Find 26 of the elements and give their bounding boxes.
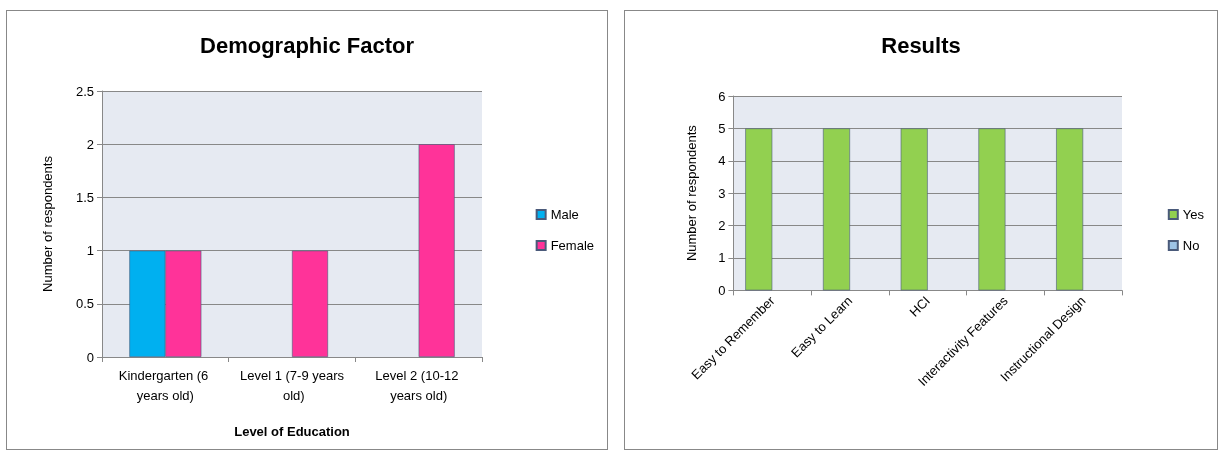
legend-label: Male [550,207,579,222]
y-tick-label: 0.5 [75,296,94,312]
legend-label: No [1182,238,1200,253]
x-tick-label: HCI [906,293,934,320]
y-tick-label: 1.5 [75,189,94,205]
y-tick-label: 6 [718,88,726,104]
y-axis-title: Number of respondents [40,155,55,292]
y-tick-label: 1 [86,243,94,259]
x-tick-label: Level 2 (10-12 years old) [375,367,463,403]
y-tick-label: 4 [718,153,726,169]
chart-title: Results [881,32,961,58]
y-tick-label: 0 [86,349,94,365]
y-tick-label: 2 [86,136,94,152]
y-tick-label: 3 [718,185,726,201]
y-tick-label: 1 [718,250,726,266]
y-tick-label: 5 [718,120,726,136]
x-tick-label: Kindergarten (6 years old) [118,367,212,403]
x-axis-title: Level of Education [234,424,350,439]
legend-label: Yes [1182,207,1205,222]
legend-label: Female [550,238,595,253]
x-tick-label: Level 1 (7-9 years old) [239,367,345,403]
y-tick-label: 2 [718,218,726,234]
y-axis-title: Number of respondents [684,124,700,262]
chart-title: Demographic Factor [200,32,415,58]
y-tick-label: 2.5 [75,83,94,99]
y-tick-label: 0 [718,282,726,298]
